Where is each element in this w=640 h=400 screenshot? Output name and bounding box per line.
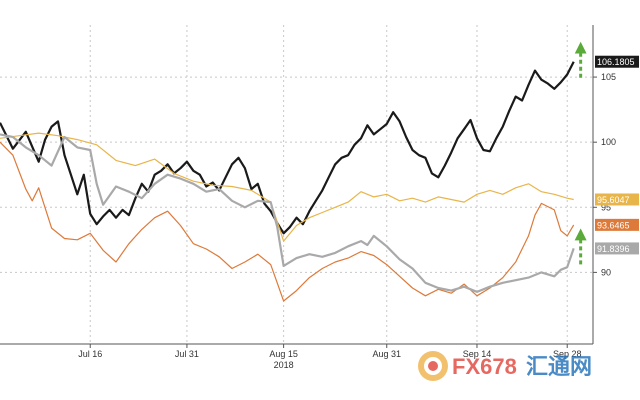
- x-ticks: Jul 16 Jul 31 Aug 15 Aug 31 Sep 14 Sep 28 2018: [78, 344, 581, 370]
- series-lines: [0, 61, 575, 302]
- last-value-box-0: [595, 55, 639, 68]
- last-value-label-0: 106.1805: [597, 57, 635, 67]
- x-tick-label-2: Aug 15: [269, 349, 298, 359]
- last-value-label-1: 95.6047: [597, 195, 630, 205]
- last-value-box-1: [595, 193, 639, 206]
- x-tick-label-1: Jul 31: [175, 349, 199, 359]
- last-value-box-2: [595, 218, 639, 231]
- y-tick-label-95: 95: [601, 202, 611, 212]
- x-tick-label-0: Jul 16: [78, 349, 102, 359]
- last-value-labels: 106.1805 95.6047 93.6465 91.8396: [595, 55, 639, 255]
- last-value-label-3: 91.8396: [597, 244, 630, 254]
- y-tick-label-100: 100: [601, 137, 616, 147]
- grid: [0, 25, 593, 344]
- last-value-label-2: 93.6465: [597, 220, 630, 230]
- series-line-3: [0, 133, 575, 293]
- fx678-globe-icon: [418, 351, 448, 381]
- last-value-box-3: [595, 242, 639, 255]
- y-ticks: 90 95 100 105: [593, 72, 616, 277]
- watermark-subtext: 汇通网: [526, 354, 592, 379]
- watermark-text: FX678: [452, 354, 517, 379]
- y-tick-label-90: 90: [601, 267, 611, 277]
- y-tick-label-105: 105: [601, 72, 616, 82]
- x-tick-label-3: Aug 31: [372, 349, 401, 359]
- x-tick-label-4: Sep 14: [463, 349, 492, 359]
- axes: [0, 25, 594, 345]
- x-tick-label-5: Sep 28: [553, 349, 582, 359]
- series-line-0: [0, 61, 575, 235]
- series-line-2: [0, 141, 575, 302]
- series-line-1: [0, 132, 574, 242]
- watermark-logo: FX678 汇通网: [418, 351, 592, 381]
- x-year-label: 2018: [274, 360, 294, 370]
